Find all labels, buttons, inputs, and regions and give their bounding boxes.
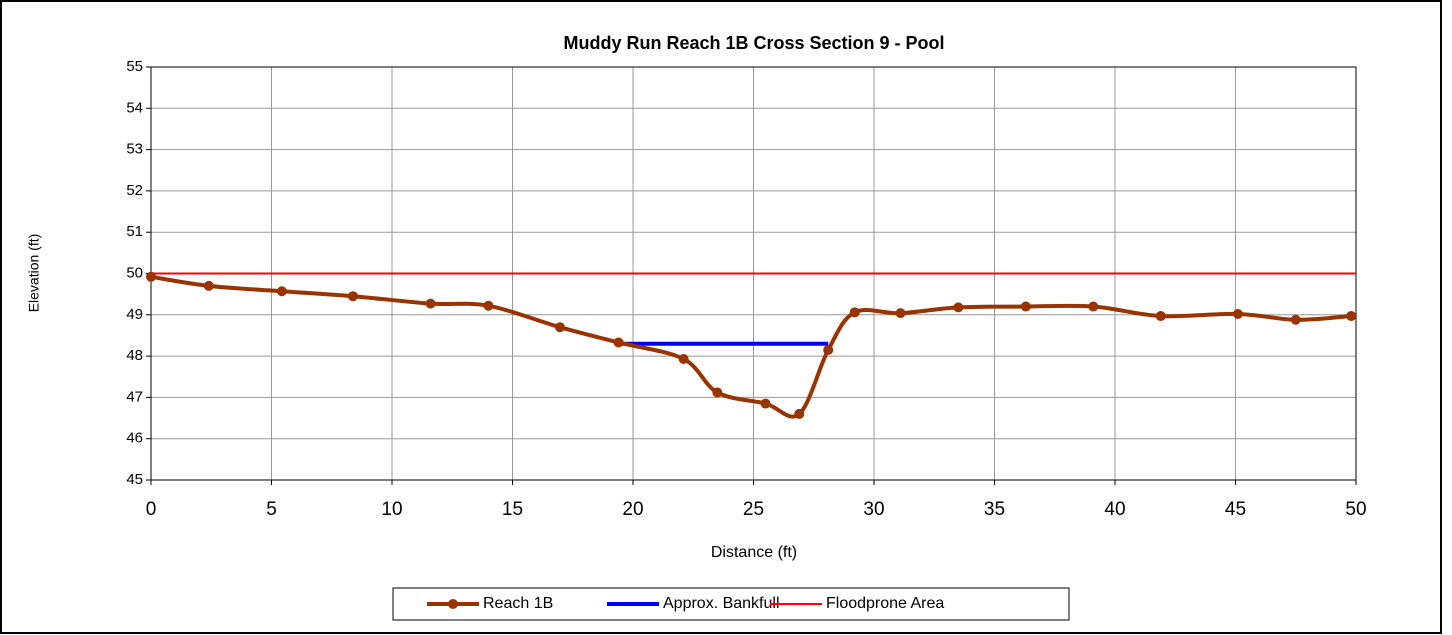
x-tick-label: 30 (863, 499, 884, 520)
y-tick-label: 55 (126, 58, 143, 75)
data-point (276, 286, 287, 297)
y-tick-label: 47 (126, 388, 143, 405)
data-point (425, 298, 436, 309)
data-point (554, 322, 565, 333)
legend-label: Approx. Bankfull (663, 595, 780, 612)
y-tick-label: 50 (126, 264, 143, 281)
y-tick-label: 48 (126, 347, 143, 364)
x-tick-label: 25 (743, 499, 764, 520)
data-point (760, 398, 771, 409)
data-point (483, 300, 494, 311)
data-point (895, 308, 906, 319)
x-axis-label: Distance (ft) (711, 544, 797, 561)
x-tick-label: 40 (1104, 499, 1125, 520)
data-point (203, 280, 214, 291)
y-tick-label: 52 (126, 182, 143, 199)
data-point (823, 344, 834, 355)
data-point (849, 307, 860, 318)
y-tick-label: 45 (126, 471, 143, 488)
data-point (678, 353, 689, 364)
data-point (347, 291, 358, 302)
chart-title: Muddy Run Reach 1B Cross Section 9 - Poo… (563, 33, 944, 53)
y-axis-label: Elevation (ft) (26, 234, 42, 313)
x-tick-label: 50 (1345, 499, 1366, 520)
x-tick-label: 20 (622, 499, 643, 520)
data-point (1346, 311, 1357, 322)
data-point (712, 387, 723, 398)
y-tick-label: 54 (126, 99, 143, 116)
data-point (1088, 301, 1099, 312)
data-point (146, 271, 156, 282)
data-point (1290, 314, 1301, 325)
series-line (150, 274, 1352, 419)
data-point (1020, 301, 1031, 312)
y-tick-label: 51 (126, 223, 143, 240)
y-tick-label: 53 (126, 141, 143, 158)
x-tick-label: 45 (1225, 499, 1246, 520)
x-tick-label: 35 (984, 499, 1005, 520)
data-point (1155, 311, 1166, 322)
legend-label: Floodprone Area (826, 595, 944, 612)
data-point (794, 408, 805, 419)
x-tick-label: 0 (146, 499, 157, 520)
x-tick-label: 15 (502, 499, 523, 520)
legend-marker (448, 599, 458, 609)
data-point (1232, 308, 1243, 319)
data-point (953, 302, 964, 313)
data-point (613, 337, 624, 348)
y-tick-label: 49 (126, 306, 143, 323)
legend-label: Reach 1B (483, 595, 553, 612)
x-tick-label: 10 (381, 499, 402, 520)
legend-box (392, 587, 1070, 621)
x-tick-label: 5 (266, 499, 277, 520)
y-tick-label: 46 (126, 430, 143, 447)
